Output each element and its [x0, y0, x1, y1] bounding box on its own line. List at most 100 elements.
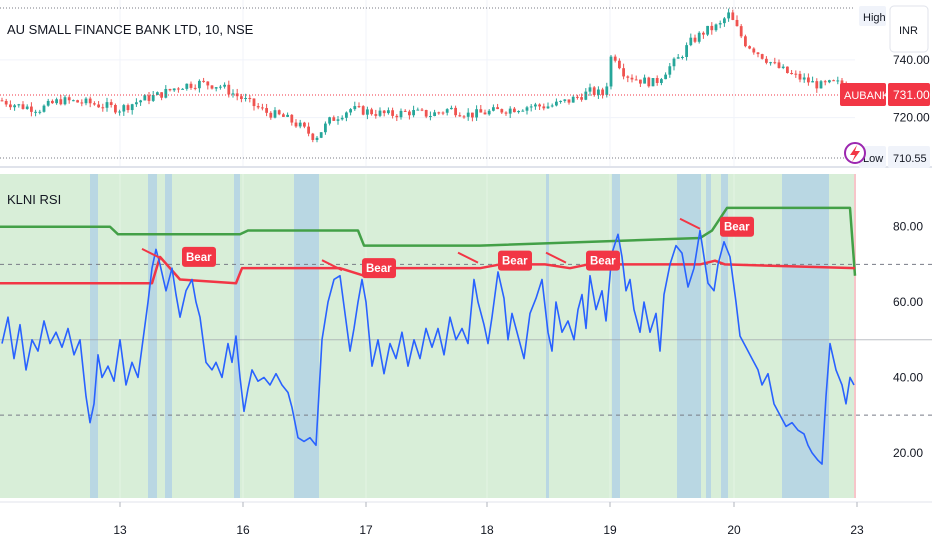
candle-body [437, 112, 441, 114]
rsi-highlight-band [294, 174, 319, 498]
candle-body [525, 107, 529, 111]
candle-body [332, 117, 336, 121]
candle-body [513, 108, 516, 113]
candle-body [500, 109, 504, 113]
candle-body [739, 26, 743, 37]
currency-button[interactable]: INR [889, 5, 929, 53]
bear-connector [457, 251, 479, 264]
bear-badge: Bear [679, 216, 754, 237]
bear-badge-bg [498, 250, 532, 271]
time-axis[interactable]: 13 16 17 18 19 20 23 [113, 502, 864, 537]
candle-body [303, 122, 306, 127]
candle-body [546, 106, 550, 109]
candle-body [198, 80, 201, 89]
candlestick-series [0, 8, 848, 143]
candle-body [290, 114, 294, 123]
candle-body [395, 115, 399, 118]
candle-body [668, 66, 672, 75]
candle-body [823, 81, 827, 83]
lightning-alert-icon[interactable] [844, 142, 866, 164]
candle-body [811, 81, 814, 83]
candle-body [93, 103, 96, 105]
candle-body [122, 105, 126, 112]
candle-body [752, 48, 756, 53]
candle-body [324, 123, 327, 133]
candle-body [382, 110, 386, 114]
candle-body [840, 80, 844, 85]
candle-body [391, 110, 394, 116]
candle-body [374, 114, 378, 116]
candle-body [59, 99, 63, 105]
symbol-title[interactable]: AU SMALL FINANCE BANK LTD, 10, NSE [7, 22, 254, 37]
candle-body [563, 99, 567, 101]
svg-text:710.55: 710.55 [893, 153, 927, 165]
candle-body [336, 119, 340, 121]
time-axis-tick: 13 [113, 523, 127, 537]
candle-body [710, 25, 714, 31]
candle-body [0, 100, 4, 102]
candle-body [72, 100, 75, 102]
time-axis-tick: 19 [603, 523, 617, 537]
bear-badge-bg [586, 250, 620, 271]
candle-body [458, 115, 462, 117]
candle-body [118, 111, 121, 113]
candle-body [748, 46, 751, 49]
bear-badge-label: Bear [590, 256, 616, 268]
price-axis[interactable]: 740.00 720.00 [893, 53, 930, 125]
candle-body [462, 116, 466, 118]
candle-body [727, 12, 730, 19]
candle-body [185, 83, 189, 89]
candle-body [109, 102, 113, 105]
candle-body [723, 18, 726, 24]
bear-badge-label: Bear [502, 256, 528, 268]
candle-body [613, 56, 617, 61]
candle-body [626, 76, 630, 78]
candle-body [815, 81, 819, 89]
candle-body [84, 98, 88, 104]
bear-badge: Bear [141, 246, 216, 267]
rsi-highlight-band [706, 174, 711, 498]
rsi-axis-tick: 80.00 [893, 220, 923, 234]
candle-body [193, 87, 197, 89]
candle-body [357, 106, 361, 108]
bear-badge: Bear [545, 250, 620, 271]
last-price-symbol: AUBANK [844, 90, 890, 102]
candle-body [542, 106, 546, 109]
rsi-axis[interactable]: 80.00 60.00 40.00 20.00 [893, 220, 923, 460]
svg-text:INR: INR [899, 25, 918, 37]
candle-body [828, 80, 831, 83]
candle-body [328, 117, 331, 124]
bear-badge-bg [720, 216, 754, 237]
bear-badge-label: Bear [186, 252, 212, 264]
candle-body [130, 104, 134, 111]
upper-band-line [0, 206, 857, 276]
candle-body [571, 96, 575, 103]
candle-body [252, 98, 256, 107]
candle-body [105, 102, 109, 108]
candle-body [580, 97, 583, 100]
candle-body [38, 111, 42, 113]
candle-body [76, 100, 79, 103]
candle-body [832, 80, 835, 82]
bear-connector [141, 247, 163, 260]
candle-body [403, 110, 407, 112]
candle-body [345, 112, 348, 118]
candle-body [223, 84, 226, 87]
candle-body [46, 100, 50, 106]
price-pane[interactable]: AU SMALL FINANCE BANK LTD, 10, NSE [0, 7, 855, 159]
candle-body [794, 73, 798, 75]
rsi-highlight-bands [90, 174, 856, 498]
candle-body [97, 104, 100, 108]
candle-body [567, 99, 571, 103]
candle-body [487, 110, 491, 115]
candle-body [21, 104, 25, 109]
candle-body [765, 58, 768, 63]
candle-body [177, 88, 180, 90]
rsi-highlight-band [612, 174, 620, 498]
candle-body [672, 58, 676, 67]
indicator-title[interactable]: KLNI RSI [7, 192, 61, 207]
candle-body [433, 112, 436, 117]
candle-body [601, 89, 604, 95]
rsi-pane[interactable]: Bear Bear Bear Bear Bear KLNI RSI [0, 174, 932, 498]
